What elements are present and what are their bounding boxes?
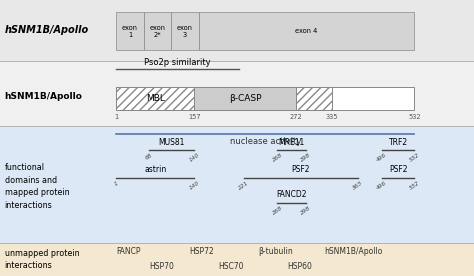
Bar <box>0 61 474 126</box>
Text: FANCD2: FANCD2 <box>276 190 307 199</box>
Text: TRF2: TRF2 <box>389 138 408 147</box>
Text: hSNM1B/Apollo: hSNM1B/Apollo <box>5 92 82 101</box>
Text: 1: 1 <box>113 180 119 187</box>
Text: Pso2p similarity: Pso2p similarity <box>145 58 211 67</box>
Text: MBL: MBL <box>146 94 164 103</box>
Text: exon 4: exon 4 <box>295 28 318 34</box>
Text: 532: 532 <box>408 180 420 191</box>
Bar <box>171 12 199 50</box>
Bar <box>0 0 474 61</box>
Text: HSP70: HSP70 <box>149 262 174 271</box>
Text: unmapped protein
interactions: unmapped protein interactions <box>5 249 79 270</box>
Text: hSNM1B/Apollo: hSNM1B/Apollo <box>325 247 383 256</box>
Text: PSF2: PSF2 <box>292 165 310 174</box>
Text: 268: 268 <box>271 153 283 163</box>
Text: HSP72: HSP72 <box>190 247 214 256</box>
Text: PSF2: PSF2 <box>389 165 408 174</box>
Text: 496: 496 <box>376 180 388 191</box>
Text: exon
3: exon 3 <box>177 25 193 38</box>
Text: 532: 532 <box>408 114 420 120</box>
Text: 157: 157 <box>188 114 201 120</box>
Text: functional
domains and
mapped protein
interactions: functional domains and mapped protein in… <box>5 163 69 210</box>
Text: MUS81: MUS81 <box>159 138 185 147</box>
Text: 68: 68 <box>145 153 154 161</box>
Text: 1: 1 <box>114 114 118 120</box>
Text: 272: 272 <box>290 114 302 120</box>
Bar <box>116 87 414 110</box>
Text: astrin: astrin <box>144 165 166 174</box>
Bar <box>0 243 474 276</box>
Text: β-tubulin: β-tubulin <box>258 247 293 256</box>
Bar <box>194 87 296 110</box>
Bar <box>144 12 171 50</box>
Bar <box>116 87 194 110</box>
Text: 496: 496 <box>376 153 388 163</box>
Text: exon
2*: exon 2* <box>149 25 165 38</box>
Text: 140: 140 <box>188 153 201 163</box>
Text: FANCP: FANCP <box>116 247 141 256</box>
Text: 532: 532 <box>408 153 420 163</box>
Bar <box>296 87 332 110</box>
Text: nuclease activity: nuclease activity <box>229 137 301 146</box>
Text: HSC70: HSC70 <box>218 262 244 271</box>
Text: 221: 221 <box>238 180 250 191</box>
Bar <box>116 12 144 50</box>
Text: HSP60: HSP60 <box>287 262 311 271</box>
Text: MRE11: MRE11 <box>278 138 305 147</box>
Bar <box>199 12 414 50</box>
Text: 298: 298 <box>300 153 312 163</box>
Text: 335: 335 <box>326 114 338 120</box>
Text: β-CASP: β-CASP <box>229 94 262 103</box>
Text: 140: 140 <box>188 180 201 191</box>
Text: 298: 298 <box>300 205 312 216</box>
Text: exon
1: exon 1 <box>122 25 138 38</box>
Text: 363: 363 <box>352 180 364 191</box>
Text: 268: 268 <box>271 205 283 216</box>
Text: hSNM1B/Apollo: hSNM1B/Apollo <box>5 25 89 35</box>
Bar <box>0 126 474 243</box>
